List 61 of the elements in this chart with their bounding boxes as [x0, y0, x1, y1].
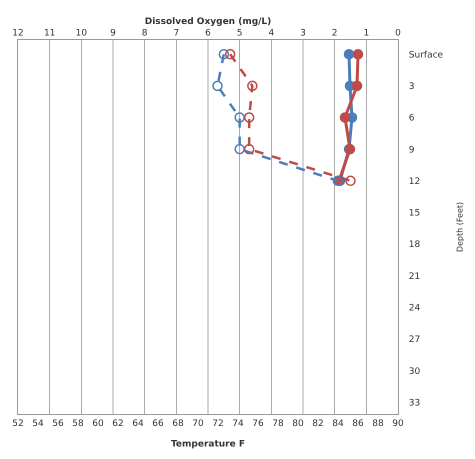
y-tick-label: 6 — [408, 114, 415, 124]
point — [234, 144, 245, 154]
x2-tick-label: 9 — [110, 28, 116, 38]
x2-tick-label: 2 — [332, 28, 338, 38]
x-tick-label: 62 — [112, 418, 124, 429]
x-tick-label: 54 — [32, 418, 44, 429]
x-tick-label: 64 — [132, 418, 144, 429]
point — [345, 176, 356, 186]
x-tick-label: 90 — [392, 418, 404, 429]
x-tick-label: 52 — [12, 418, 24, 429]
point — [352, 80, 362, 92]
point — [218, 48, 230, 60]
x2-tick-label: 8 — [142, 28, 148, 38]
x-tick-label: 56 — [52, 418, 64, 429]
x2-tick-label: 12 — [12, 28, 24, 38]
x-tick-label: 84 — [332, 418, 344, 429]
x2-tick-label: 3 — [300, 28, 306, 38]
x2-tick-label: 11 — [44, 28, 56, 38]
x-tick-label: 66 — [152, 418, 164, 429]
x-tick-label: 58 — [72, 418, 84, 429]
x2-tick-label: 6 — [205, 28, 212, 38]
x-tick-label: 86 — [352, 418, 364, 429]
x-tick-label: 74 — [232, 418, 244, 429]
x-axis-title: Temperature F — [170, 440, 246, 450]
y-tick-label: 24 — [408, 304, 421, 314]
y-tick-label: 12 — [408, 176, 420, 187]
point — [340, 112, 350, 123]
point — [247, 80, 258, 92]
point — [344, 48, 354, 60]
x-tick-label: 60 — [92, 418, 104, 429]
point — [352, 48, 364, 60]
x2-tick-label: 1 — [363, 28, 370, 38]
y-tick-label: 15 — [408, 208, 420, 219]
y-tick-label: 9 — [408, 145, 415, 156]
x-tick-label: 82 — [312, 418, 324, 429]
point — [224, 48, 236, 60]
x-tick-label: 78 — [272, 418, 284, 429]
x2-tick-label: 7 — [173, 28, 180, 38]
point — [212, 80, 223, 92]
x2-axis-title: Dissolved Oxygen (mg/L) — [144, 16, 272, 27]
y-tick-label: 30 — [408, 366, 421, 377]
x-tick-label: 68 — [172, 418, 184, 429]
x2-tick-label: 5 — [236, 28, 243, 38]
y-tick-label: 27 — [408, 335, 420, 346]
x2-tick-label: 0 — [395, 28, 402, 38]
x-tick-label: 80 — [292, 418, 304, 429]
point — [244, 112, 254, 123]
y-tick-label: 18 — [408, 240, 421, 250]
x-tick-label: 70 — [192, 418, 204, 429]
x2-tick-label: 4 — [268, 28, 274, 38]
y-axis-title: Depth (Feet) — [456, 202, 465, 252]
point — [234, 112, 245, 123]
point — [244, 144, 254, 154]
x-tick-label: 76 — [252, 418, 264, 429]
x-tick-label: 72 — [212, 418, 224, 429]
y-tick-label: 33 — [408, 398, 420, 408]
y-tick-label: 3 — [408, 82, 415, 92]
y-tick-label: Surface — [408, 50, 444, 60]
x-tick-label: 88 — [372, 418, 384, 429]
y-tick-label: 21 — [408, 272, 420, 282]
x2-tick-label: 10 — [76, 28, 88, 38]
